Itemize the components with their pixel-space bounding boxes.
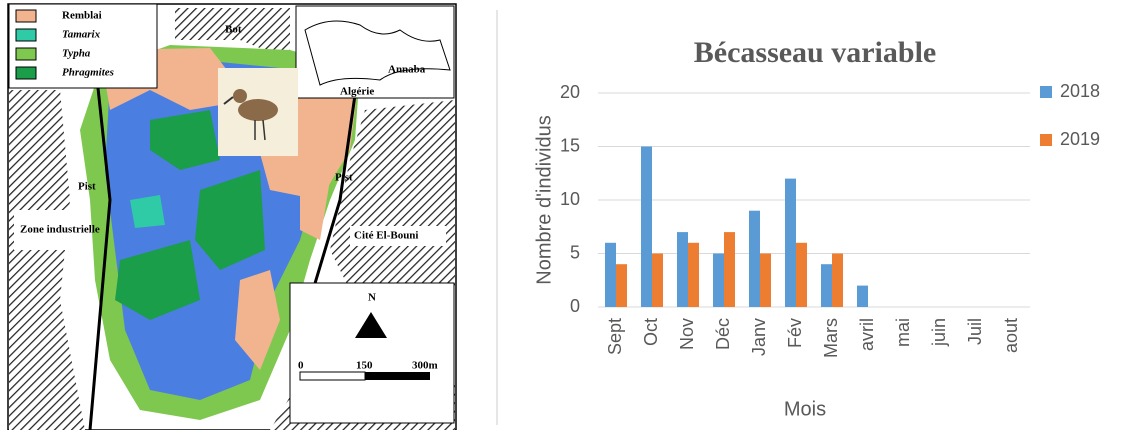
- bird: [238, 99, 278, 121]
- x-tick-label: Sept: [605, 318, 625, 355]
- bar: [749, 210, 760, 307]
- y-tick-label: 0: [570, 296, 580, 316]
- legend-swatch: [1040, 86, 1052, 98]
- bar: [832, 253, 843, 307]
- map-label: Algérie: [340, 86, 374, 98]
- scale-label: 0: [298, 360, 304, 372]
- phragmites-zone: [195, 170, 265, 270]
- remblai-zone: [235, 270, 280, 370]
- x-tick-label: avril: [857, 318, 877, 351]
- bar: [616, 264, 627, 307]
- x-tick-label: Déc: [713, 318, 733, 350]
- bar: [724, 232, 735, 307]
- scale-label: 300m: [412, 360, 438, 372]
- inset-map: [295, 5, 455, 99]
- hatched-zone: [175, 8, 290, 60]
- legend-swatch: [15, 47, 37, 61]
- legend-label: Tamarix: [62, 29, 101, 41]
- north-label: N: [368, 292, 376, 304]
- phragmites-zone: [115, 240, 200, 320]
- legend-label: Typha: [62, 48, 91, 60]
- scale-bar: [299, 371, 366, 381]
- legend-label: 2018: [1060, 81, 1100, 101]
- bar: [641, 146, 652, 307]
- y-tick-label: 15: [560, 135, 580, 155]
- bar: [821, 264, 832, 307]
- phragmites-zone: [150, 110, 220, 170]
- x-tick-label: Juil: [965, 318, 985, 345]
- legend-swatch: [1040, 134, 1052, 146]
- bar: [857, 285, 868, 307]
- legend-swatch: [15, 9, 37, 23]
- legend-label: Phragmites: [62, 67, 114, 79]
- x-axis-title: Mois: [784, 398, 826, 420]
- bar: [785, 178, 796, 307]
- coastline: [304, 20, 451, 86]
- y-tick-label: 5: [570, 242, 580, 262]
- label-box: [14, 210, 88, 250]
- x-tick-label: juin: [929, 318, 949, 347]
- map-label: Pist: [78, 181, 96, 193]
- x-tick-label: Oct: [641, 318, 661, 346]
- legend-swatch: [15, 28, 37, 42]
- bar: [796, 242, 807, 307]
- remblai-zone: [300, 180, 330, 240]
- label-box: [350, 226, 446, 246]
- scale-label: 150: [356, 360, 373, 372]
- bar: [605, 242, 616, 307]
- legend-swatch: [15, 66, 37, 80]
- map-label: Bot: [225, 24, 242, 36]
- bird: [223, 96, 234, 105]
- x-tick-label: Mars: [821, 318, 841, 358]
- y-tick-label: 20: [560, 82, 580, 102]
- bar: [713, 253, 724, 307]
- map-label: Cité El-Bouni: [354, 230, 418, 242]
- map-label: Annaba: [388, 64, 426, 76]
- bar: [688, 242, 699, 307]
- y-tick-label: 10: [560, 189, 580, 209]
- bar: [677, 232, 688, 307]
- road: [88, 59, 112, 430]
- tamarix-zone: [130, 195, 165, 228]
- x-tick-label: mai: [893, 318, 913, 347]
- x-tick-label: Nov: [677, 318, 697, 350]
- bird: [233, 89, 247, 103]
- north-arrow: [355, 312, 387, 338]
- map-label: Zone industrielle: [20, 224, 100, 236]
- bird: [262, 119, 266, 141]
- scale-box: [289, 282, 455, 424]
- bar: [652, 253, 663, 307]
- x-tick-label: Fév: [785, 318, 805, 348]
- bar: [760, 253, 771, 307]
- legend-label: 2019: [1060, 129, 1100, 149]
- legend-label: Remblai: [62, 10, 102, 22]
- x-tick-label: aout: [1001, 318, 1021, 353]
- map-label: Pist: [335, 172, 353, 184]
- y-axis-title: Nombre d'individus: [533, 115, 555, 284]
- hatched-zone: [9, 90, 85, 430]
- chart-title: Bécasseau variable: [694, 36, 936, 69]
- scale-bar: [365, 372, 430, 380]
- map: Remblai Tamarix Typha Phragmites Bot Ann…: [7, 3, 457, 430]
- x-tick-label: Janv: [749, 318, 769, 356]
